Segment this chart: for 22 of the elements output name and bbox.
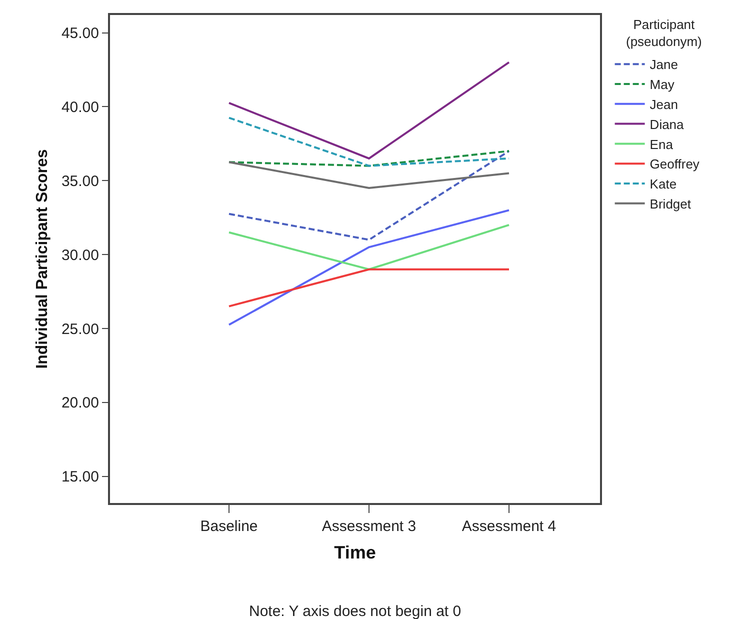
y-tick-label: 25.00 <box>61 320 99 338</box>
y-tick-label: 40.00 <box>61 98 99 116</box>
legend-label: May <box>650 77 675 92</box>
y-tick-label: 35.00 <box>61 172 99 190</box>
y-tick-label: 15.00 <box>61 468 99 486</box>
legend-label: Kate <box>650 176 677 192</box>
x-tick-label: Assessment 4 <box>462 518 556 535</box>
x-axis-title: Time <box>334 542 376 563</box>
y-axis-title: Individual Participant Scores <box>34 149 51 369</box>
y-tick-label: 45.00 <box>61 25 99 42</box>
legend-label: Ena <box>650 136 674 152</box>
y-tick-label: 20.00 <box>61 394 99 412</box>
legend-label: Diana <box>650 116 685 132</box>
legend-title: Participant (pseudonym) <box>626 17 702 49</box>
x-tick-label: Baseline <box>200 518 258 535</box>
x-tick-label: Assessment 3 <box>322 518 416 535</box>
legend-label: Geoffrey <box>650 156 700 172</box>
legend-label: Bridget <box>650 196 692 212</box>
legend-label: Jane <box>650 57 678 72</box>
legend-label: Jean <box>650 96 678 112</box>
text: Note: Y axis does not begin at 0 <box>249 603 462 619</box>
y-tick-label: 30.00 <box>61 246 99 264</box>
